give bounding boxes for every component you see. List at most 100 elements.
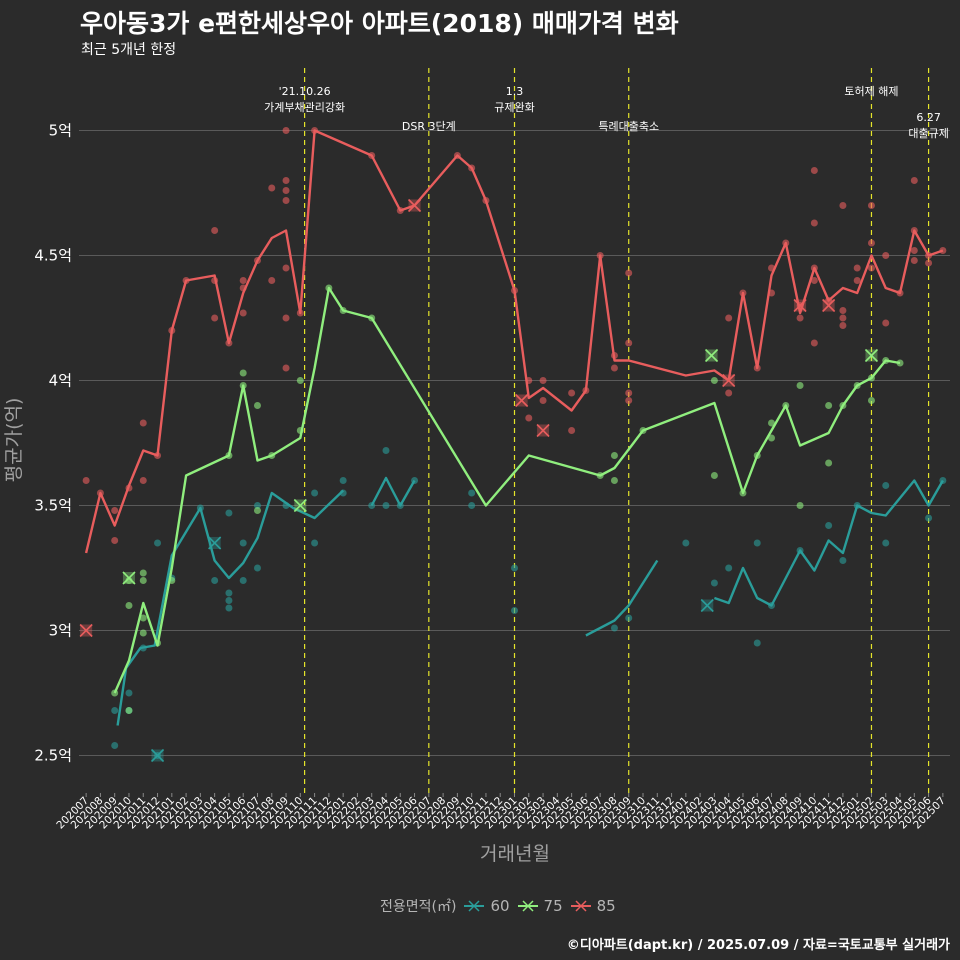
data-point-85: [867, 239, 875, 247]
cross-stroke: [407, 198, 422, 213]
data-point-60: [468, 489, 476, 497]
data-point-75: [139, 569, 147, 577]
y-tick-label: 4.5억: [34, 247, 72, 265]
data-point-75: [825, 459, 833, 467]
legend-label-60: 60: [490, 897, 510, 915]
series-line-85: [84, 129, 944, 554]
source-caption: ©디아파트(dapt.kr) / 2025.07.09 / 자료=국토교통부 실…: [566, 938, 950, 953]
cross-marker-75: [864, 348, 879, 363]
data-point-85: [239, 309, 247, 317]
data-point-85: [867, 264, 875, 272]
data-point-75: [796, 502, 804, 509]
policy-annotation: 가계부채관리강화: [264, 101, 345, 114]
data-point-60: [225, 589, 233, 597]
data-point-85: [839, 322, 847, 329]
data-point-75: [125, 707, 133, 714]
data-point-60: [339, 477, 347, 484]
policy-lines: [304, 68, 930, 793]
data-point-75: [710, 472, 718, 479]
data-point-85: [910, 257, 918, 264]
cross-markers: [79, 198, 879, 763]
data-point-60: [753, 539, 761, 547]
data-point-75: [125, 602, 133, 609]
legend-label-85: 85: [596, 897, 616, 915]
data-point-60: [225, 604, 233, 612]
chart-subtitle: 최근 5개년 한정: [81, 42, 177, 58]
data-point-85: [725, 389, 733, 397]
legend-swatch-75: [517, 900, 538, 912]
data-point-60: [225, 509, 233, 517]
data-point-75: [610, 477, 618, 484]
data-point-85: [853, 264, 861, 272]
chart-title: 우아동3가 e편한세상우아 아파트(2018) 매매가격 변화: [80, 9, 679, 38]
policy-annotation: 규제완화: [494, 101, 534, 114]
data-point-60: [925, 514, 933, 522]
data-point-85: [625, 397, 633, 404]
data-point-60: [882, 539, 890, 547]
data-point-60: [125, 689, 133, 697]
cross-stroke: [293, 498, 307, 513]
data-point-85: [568, 389, 576, 397]
data-point-85: [539, 377, 547, 384]
data-point-60: [253, 502, 261, 509]
data-point-85: [139, 477, 147, 484]
cross-stroke: [722, 373, 736, 388]
data-point-60: [468, 502, 476, 509]
cross-stroke: [793, 298, 807, 313]
data-point-60: [253, 564, 261, 572]
data-point-75: [239, 369, 247, 377]
legend-item-60: 60: [464, 897, 510, 915]
data-point-60: [511, 607, 518, 614]
data-point-85: [282, 197, 290, 204]
data-point-60: [211, 577, 219, 584]
data-point-85: [810, 277, 818, 284]
data-point-75: [139, 614, 147, 622]
data-point-75: [710, 377, 718, 384]
cross-marker-60: [700, 598, 714, 613]
data-point-60: [311, 539, 319, 547]
y-tick-label: 3억: [49, 622, 72, 640]
data-point-85: [268, 277, 276, 284]
data-point-85: [839, 314, 847, 322]
data-point-60: [753, 639, 761, 647]
data-point-75: [825, 402, 833, 409]
data-point-75: [296, 377, 304, 384]
legend: 전용면적(㎡) 60 75 85: [380, 896, 616, 916]
data-point-85: [282, 187, 290, 194]
cross-marker-85: [407, 198, 422, 213]
data-point-60: [511, 564, 518, 572]
data-point-85: [282, 264, 290, 272]
series-line-75: [113, 286, 901, 694]
policy-annotation: 특례대출축소: [598, 120, 659, 133]
cross-stroke: [79, 623, 93, 638]
cross-marker-60: [208, 536, 222, 550]
policy-annotation: 6.27: [916, 111, 941, 124]
data-point-85: [839, 202, 847, 209]
policy-annotation: 대출규제: [908, 127, 948, 140]
cross-stroke: [515, 393, 529, 408]
cross-marker-85: [722, 373, 736, 388]
data-point-85: [810, 219, 818, 227]
cross-marker-60: [150, 748, 165, 763]
data-point-85: [625, 269, 633, 277]
data-point-85: [910, 177, 918, 184]
y-axis-title: 평균가(억): [3, 398, 25, 483]
data-point-85: [239, 277, 247, 284]
legend-item-85: 85: [570, 897, 616, 915]
data-point-85: [910, 247, 918, 254]
policy-annotation: '21.10.26: [279, 85, 331, 98]
legend-title: 전용면적(㎡): [380, 899, 457, 915]
data-point-60: [682, 539, 690, 547]
policy-annotation: 1.3: [506, 85, 524, 98]
y-tick-label: 5억: [49, 122, 72, 140]
cross-marker-85: [536, 423, 550, 438]
data-point-85: [867, 202, 875, 209]
data-point-85: [625, 339, 633, 347]
cross-marker-85: [79, 623, 93, 638]
y-tick-label: 3.5억: [34, 497, 72, 515]
cross-marker-85: [822, 298, 836, 313]
y-tick-label: 2.5억: [34, 747, 72, 765]
legend-label-75: 75: [543, 897, 563, 915]
data-point-75: [768, 419, 776, 427]
